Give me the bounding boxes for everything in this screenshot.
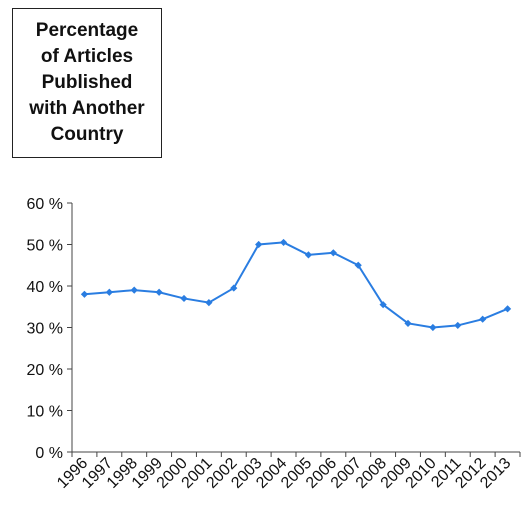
chart-title-line: Country xyxy=(50,124,124,145)
data-point xyxy=(205,299,213,307)
y-axis-ticks: 0 % 10 % 20 % 30 % 40 % 50 % 60 % xyxy=(27,196,72,462)
series-line xyxy=(84,241,508,329)
y-tick-label: 20 % xyxy=(27,362,63,379)
chart-axes xyxy=(71,203,520,453)
y-tick-label: 10 % xyxy=(27,404,63,421)
data-point xyxy=(503,305,512,313)
x-axis-ticks: 1996199719981999200020012002200320042005… xyxy=(54,452,521,492)
y-tick-label: 0 % xyxy=(35,445,63,462)
data-point xyxy=(255,240,263,249)
data-point xyxy=(105,288,113,296)
y-tick-label: 30 % xyxy=(27,321,63,338)
data-point xyxy=(379,301,387,309)
data-point xyxy=(130,286,138,294)
data-point xyxy=(479,315,487,323)
chart-title-line: with Another xyxy=(29,98,145,119)
data-point xyxy=(429,323,437,332)
data-point xyxy=(329,249,337,257)
data-point xyxy=(279,238,288,247)
y-tick-label: 50 % xyxy=(27,238,63,255)
data-point xyxy=(454,321,462,330)
data-point xyxy=(230,284,238,292)
data-point xyxy=(354,261,362,269)
data-point xyxy=(304,251,313,259)
data-point xyxy=(404,319,412,327)
series-group xyxy=(80,238,512,332)
data-point xyxy=(180,294,188,303)
y-tick-label: 60 % xyxy=(27,196,63,213)
data-point xyxy=(80,290,89,298)
chart-title-line: Percentage xyxy=(35,20,139,41)
chart-title-line: of Articles xyxy=(40,46,134,67)
chart-title-box: Percentage of Articles Published with An… xyxy=(12,8,162,158)
y-tick-label: 40 % xyxy=(27,279,63,296)
data-point xyxy=(155,288,163,296)
chart-title-line: Published xyxy=(41,72,133,93)
